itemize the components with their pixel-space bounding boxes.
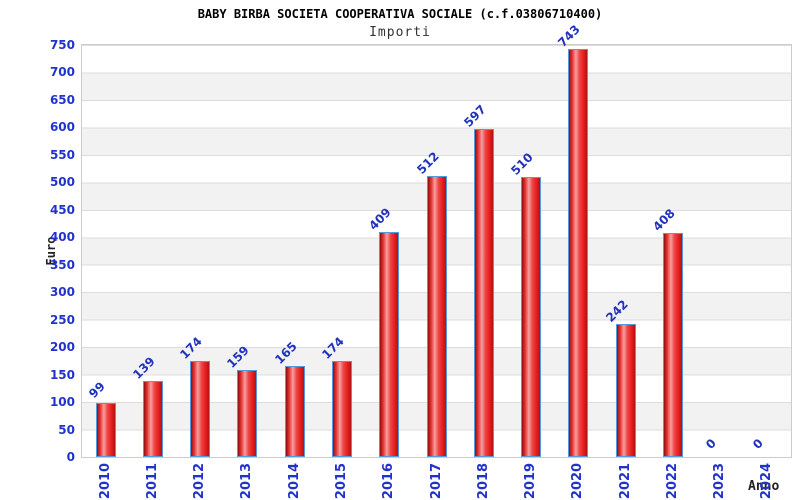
bar	[379, 232, 399, 457]
x-tick-label: 2011	[145, 462, 160, 500]
y-tick-label: 400	[49, 230, 75, 245]
bar	[96, 403, 116, 457]
bar	[521, 177, 541, 457]
x-tick-label: 2023	[712, 462, 727, 500]
x-tick-label: 2022	[665, 462, 680, 500]
x-tick-label: 2017	[429, 462, 444, 500]
x-tick-label: 2015	[334, 462, 349, 500]
y-tick-label: 600	[49, 120, 75, 135]
x-tick-label: 2018	[476, 462, 491, 500]
y-tick-label: 750	[49, 38, 75, 52]
y-tick-label: 500	[49, 175, 75, 190]
y-tick-label: 150	[49, 367, 75, 382]
x-axis-title: Anno	[748, 479, 780, 494]
bar	[143, 381, 163, 457]
y-tick-label: 700	[49, 65, 75, 80]
y-tick-label: 200	[49, 340, 75, 355]
y-tick-label: 300	[49, 285, 75, 300]
x-tick-label: 2024	[759, 462, 774, 500]
bar	[285, 366, 305, 457]
y-tick-label: 100	[49, 395, 75, 410]
x-tick-label: 2020	[570, 462, 585, 500]
bar	[568, 49, 588, 457]
x-tick-label: 2013	[239, 462, 254, 500]
y-tick-label: 250	[49, 312, 75, 327]
x-tick-label: 2010	[98, 462, 113, 500]
y-tick-label: 350	[49, 257, 75, 272]
y-tick-label: 450	[49, 202, 75, 217]
x-tick-label: 2014	[287, 462, 302, 500]
chart-title: BABY BIRBA SOCIETA COOPERATIVA SOCIALE (…	[197, 7, 603, 21]
plot-area	[81, 44, 792, 458]
bar	[616, 324, 636, 457]
bar	[190, 361, 210, 457]
y-tick-label: 650	[49, 92, 75, 107]
bar	[427, 176, 447, 457]
x-tick-label: 2019	[523, 462, 538, 500]
bar	[663, 233, 683, 457]
x-tick-label: 2012	[192, 462, 207, 500]
chart-subtitle: Importi	[369, 25, 431, 40]
bar	[332, 361, 352, 457]
y-tick-label: 550	[49, 147, 75, 162]
bar	[237, 370, 257, 457]
x-tick-label: 2021	[618, 462, 633, 500]
x-tick-label: 2016	[381, 462, 396, 500]
y-tick-label: 0	[66, 450, 75, 464]
y-tick-label: 50	[58, 422, 75, 437]
bar	[474, 129, 494, 457]
